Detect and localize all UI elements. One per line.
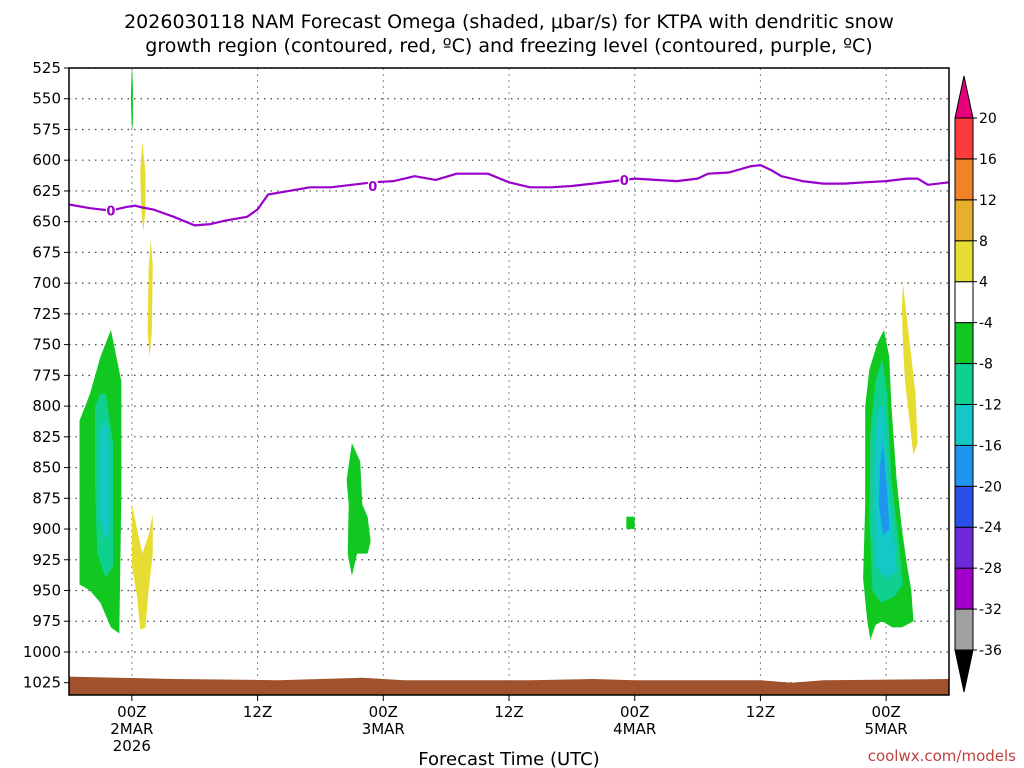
chart-title-line-1: 2026030118 NAM Forecast Omega (shaded, μ… [124,11,894,33]
omega-shaded-region [131,504,153,630]
colorbar-swatch [954,526,974,569]
omega-shaded-region [878,443,890,536]
colorbar-label: -28 [979,561,1002,577]
colorbar-swatch [954,403,974,446]
freezing-level-label-bg [619,171,630,187]
freezing-level-label: 0 [620,174,629,189]
x-tick-label: 00Z [369,703,398,721]
x-axis-label: Forecast Time (UTC) [418,749,599,768]
x-tick-label: 3MAR [362,720,405,738]
colorbar-swatch [954,608,974,651]
colorbar: -36 -32 -28 -24 -20 -16 -12 -8 -4 4 8 12 16 20 [954,75,1002,693]
x-tick-label: 4MAR [613,720,656,738]
y-tick-label: 575 [32,120,61,138]
y-tick-label: 550 [32,90,61,108]
y-tick-label: 825 [32,428,61,446]
omega-shaded-region [147,240,153,357]
colorbar-swatch [954,281,974,324]
y-tick-label: 675 [32,243,61,261]
colorbar-swatch [954,158,974,201]
colorbar-swatch [954,240,974,283]
y-tick-label: 800 [32,397,61,415]
freezing-level-label-bg [105,202,116,218]
colorbar-label: -24 [979,520,1002,536]
y-tick-label: 950 [32,582,61,600]
x-tick-label: 12Z [494,703,523,721]
x-tick-label: 00Z [620,703,649,721]
freezing-level-line [69,164,949,227]
y-tick-label: 875 [32,489,61,507]
y-tick-label: 625 [32,182,61,200]
grid-lines [69,67,949,695]
x-tick-label: 5MAR [865,720,908,738]
x-tick-label: 00Z [117,703,146,721]
colorbar-swatch [954,322,974,365]
colorbar-label: -12 [979,397,1002,413]
freezing-level-label: 0 [106,205,115,220]
omega-shaded-region [626,516,635,529]
y-tick-label: 850 [32,459,61,477]
y-tick-label: 1000 [23,643,61,661]
freezing-level-label-bg [367,178,378,194]
colorbar-label: -32 [979,602,1002,618]
y-tick-label: 975 [32,612,61,630]
omega-shaded-region [901,283,918,456]
y-tick-label: 650 [32,213,61,231]
colorbar-high-triangle [954,75,974,119]
y-tick-label: 925 [32,551,61,569]
colorbar-swatch [954,363,974,405]
x-tick-label: 2026 [113,737,151,755]
colorbar-label: -4 [979,316,993,332]
x-tick-label: 12Z [243,703,272,721]
colorbar-swatch [954,567,974,610]
omega-shaded-region [346,443,371,576]
y-tick-label: 600 [32,151,61,169]
y-tick-label: 725 [32,305,61,323]
colorbar-swatch [954,199,974,242]
colorbar-label: -20 [979,479,1002,495]
x-tick-label: 00Z [871,703,900,721]
omega-shaded-region [100,418,110,542]
colorbar-label: 8 [979,234,988,250]
y-tick-label: 1025 [23,674,61,692]
colorbar-label: 16 [979,152,997,168]
colorbar-label: -16 [979,438,1002,454]
y-tick-label: 700 [32,274,61,292]
colorbar-label: -36 [979,643,1002,659]
y-tick-label: 775 [32,366,61,384]
colorbar-swatch [954,485,974,528]
colorbar-low-triangle [954,649,974,693]
y-tick-label: 900 [32,520,61,538]
credit-text: coolwx.com/models [868,747,1016,765]
colorbar-swatch [954,117,974,160]
y-tick-label: 525 [32,59,61,77]
omega-shaded-region [130,68,133,131]
colorbar-label: 12 [979,193,997,209]
x-tick-label: 12Z [746,703,775,721]
chart-title-line-2: growth region (contoured, red, ºC) and f… [145,35,872,57]
freezing-level-label: 0 [368,180,377,195]
x-tick-label: 2MAR [110,720,153,738]
omega-shaded-region [140,141,146,232]
y-tick-label: 750 [32,336,61,354]
colorbar-label: 20 [979,111,997,127]
colorbar-swatch [954,444,974,487]
colorbar-label: -8 [979,357,993,373]
terrain-surface [69,676,949,695]
colorbar-label: 4 [979,275,988,291]
